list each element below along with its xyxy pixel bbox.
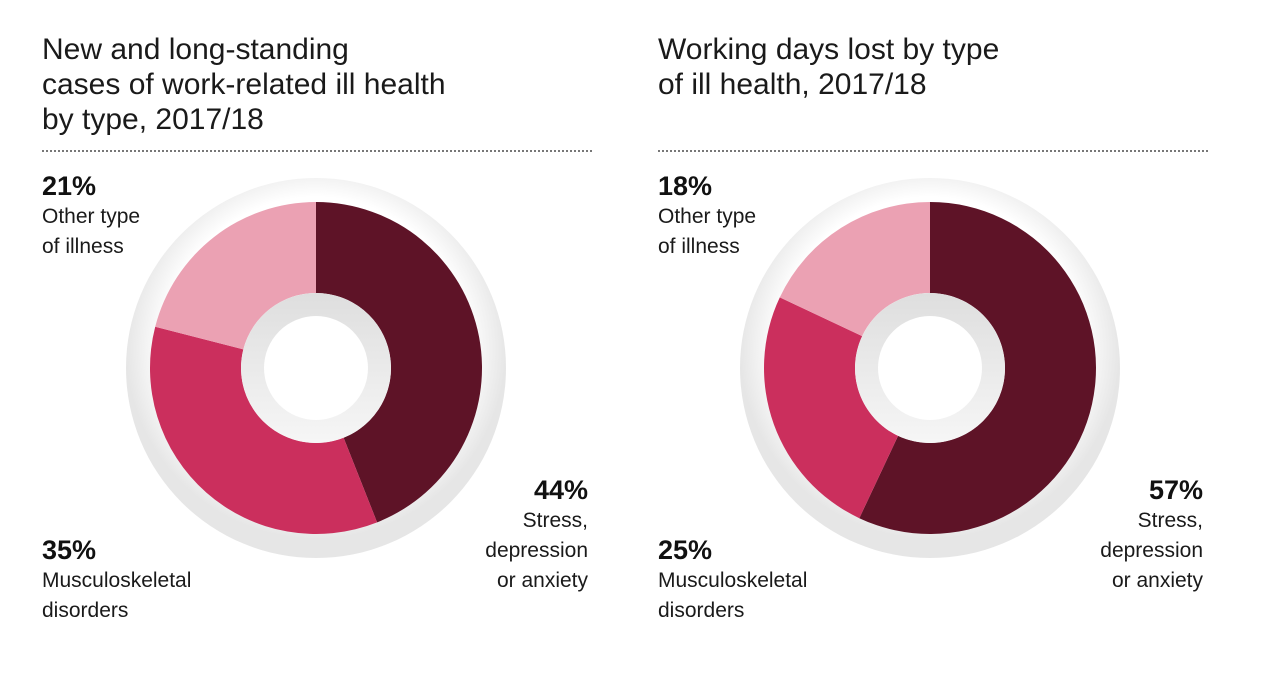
dotted-divider	[658, 150, 1208, 152]
slice-label-other: 21% Other type of illness	[42, 170, 140, 262]
chart-panel-cases: New and long-standing cases of work-rela…	[0, 0, 620, 682]
slice-percent: 57%	[1148, 475, 1203, 505]
slice-label-line: depression	[485, 539, 588, 562]
slice-musculoskeletal	[150, 326, 378, 534]
donut-chart	[126, 178, 506, 558]
slice-percent: 25%	[658, 535, 713, 565]
slice-label-stress: 44% Stress, depression or anxiety	[485, 474, 588, 596]
slice-label-line: Musculoskeletal	[42, 569, 192, 592]
donut-center	[878, 316, 982, 420]
chart-title-line: New and long-standing	[42, 33, 349, 66]
slice-label-line: disorders	[658, 599, 745, 622]
slice-other	[779, 202, 930, 337]
slice-label-line: depression	[1100, 539, 1203, 562]
chart-panel-days-lost: Working days lost by type of ill health,…	[615, 0, 1235, 682]
slice-label-line: of illness	[42, 235, 124, 258]
chart-title-line: of ill health, 2017/18	[658, 68, 927, 101]
chart-title-line: by type, 2017/18	[42, 103, 264, 136]
slice-label-musculoskeletal: 35% Musculoskeletal disorders	[42, 534, 191, 626]
chart-title-line: cases of work-related ill health	[42, 68, 446, 101]
slice-label-line: Musculoskeletal	[658, 569, 808, 592]
chart-title-line: Working days lost by type	[658, 33, 1000, 66]
slice-label-line: or anxiety	[1111, 569, 1203, 592]
slice-label-line: Stress,	[1137, 509, 1203, 532]
chart-title: Working days lost by type of ill health,…	[658, 32, 999, 102]
slice-percent: 21%	[42, 171, 97, 201]
slice-percent: 35%	[42, 535, 97, 565]
dotted-divider	[42, 150, 592, 152]
slice-label-line: or anxiety	[496, 569, 588, 592]
slice-label-other: 18% Other type of illness	[658, 170, 756, 262]
slice-musculoskeletal	[764, 297, 899, 519]
slice-percent: 44%	[533, 475, 588, 505]
slice-label-stress: 57% Stress, depression or anxiety	[1100, 474, 1203, 596]
donut-chart	[740, 178, 1120, 558]
slice-label-line: Other type	[658, 205, 757, 228]
slice-label-line: of illness	[658, 235, 740, 258]
slice-percent: 18%	[658, 171, 713, 201]
donut-center	[264, 316, 368, 420]
slice-other	[155, 202, 316, 350]
slice-label-line: Stress,	[522, 509, 588, 532]
slice-label-musculoskeletal: 25% Musculoskeletal disorders	[658, 534, 807, 626]
slice-label-line: disorders	[42, 599, 129, 622]
slice-label-line: Other type	[42, 205, 141, 228]
slice-stress	[859, 202, 1096, 534]
slice-stress	[316, 202, 482, 523]
chart-title: New and long-standing cases of work-rela…	[42, 32, 446, 137]
